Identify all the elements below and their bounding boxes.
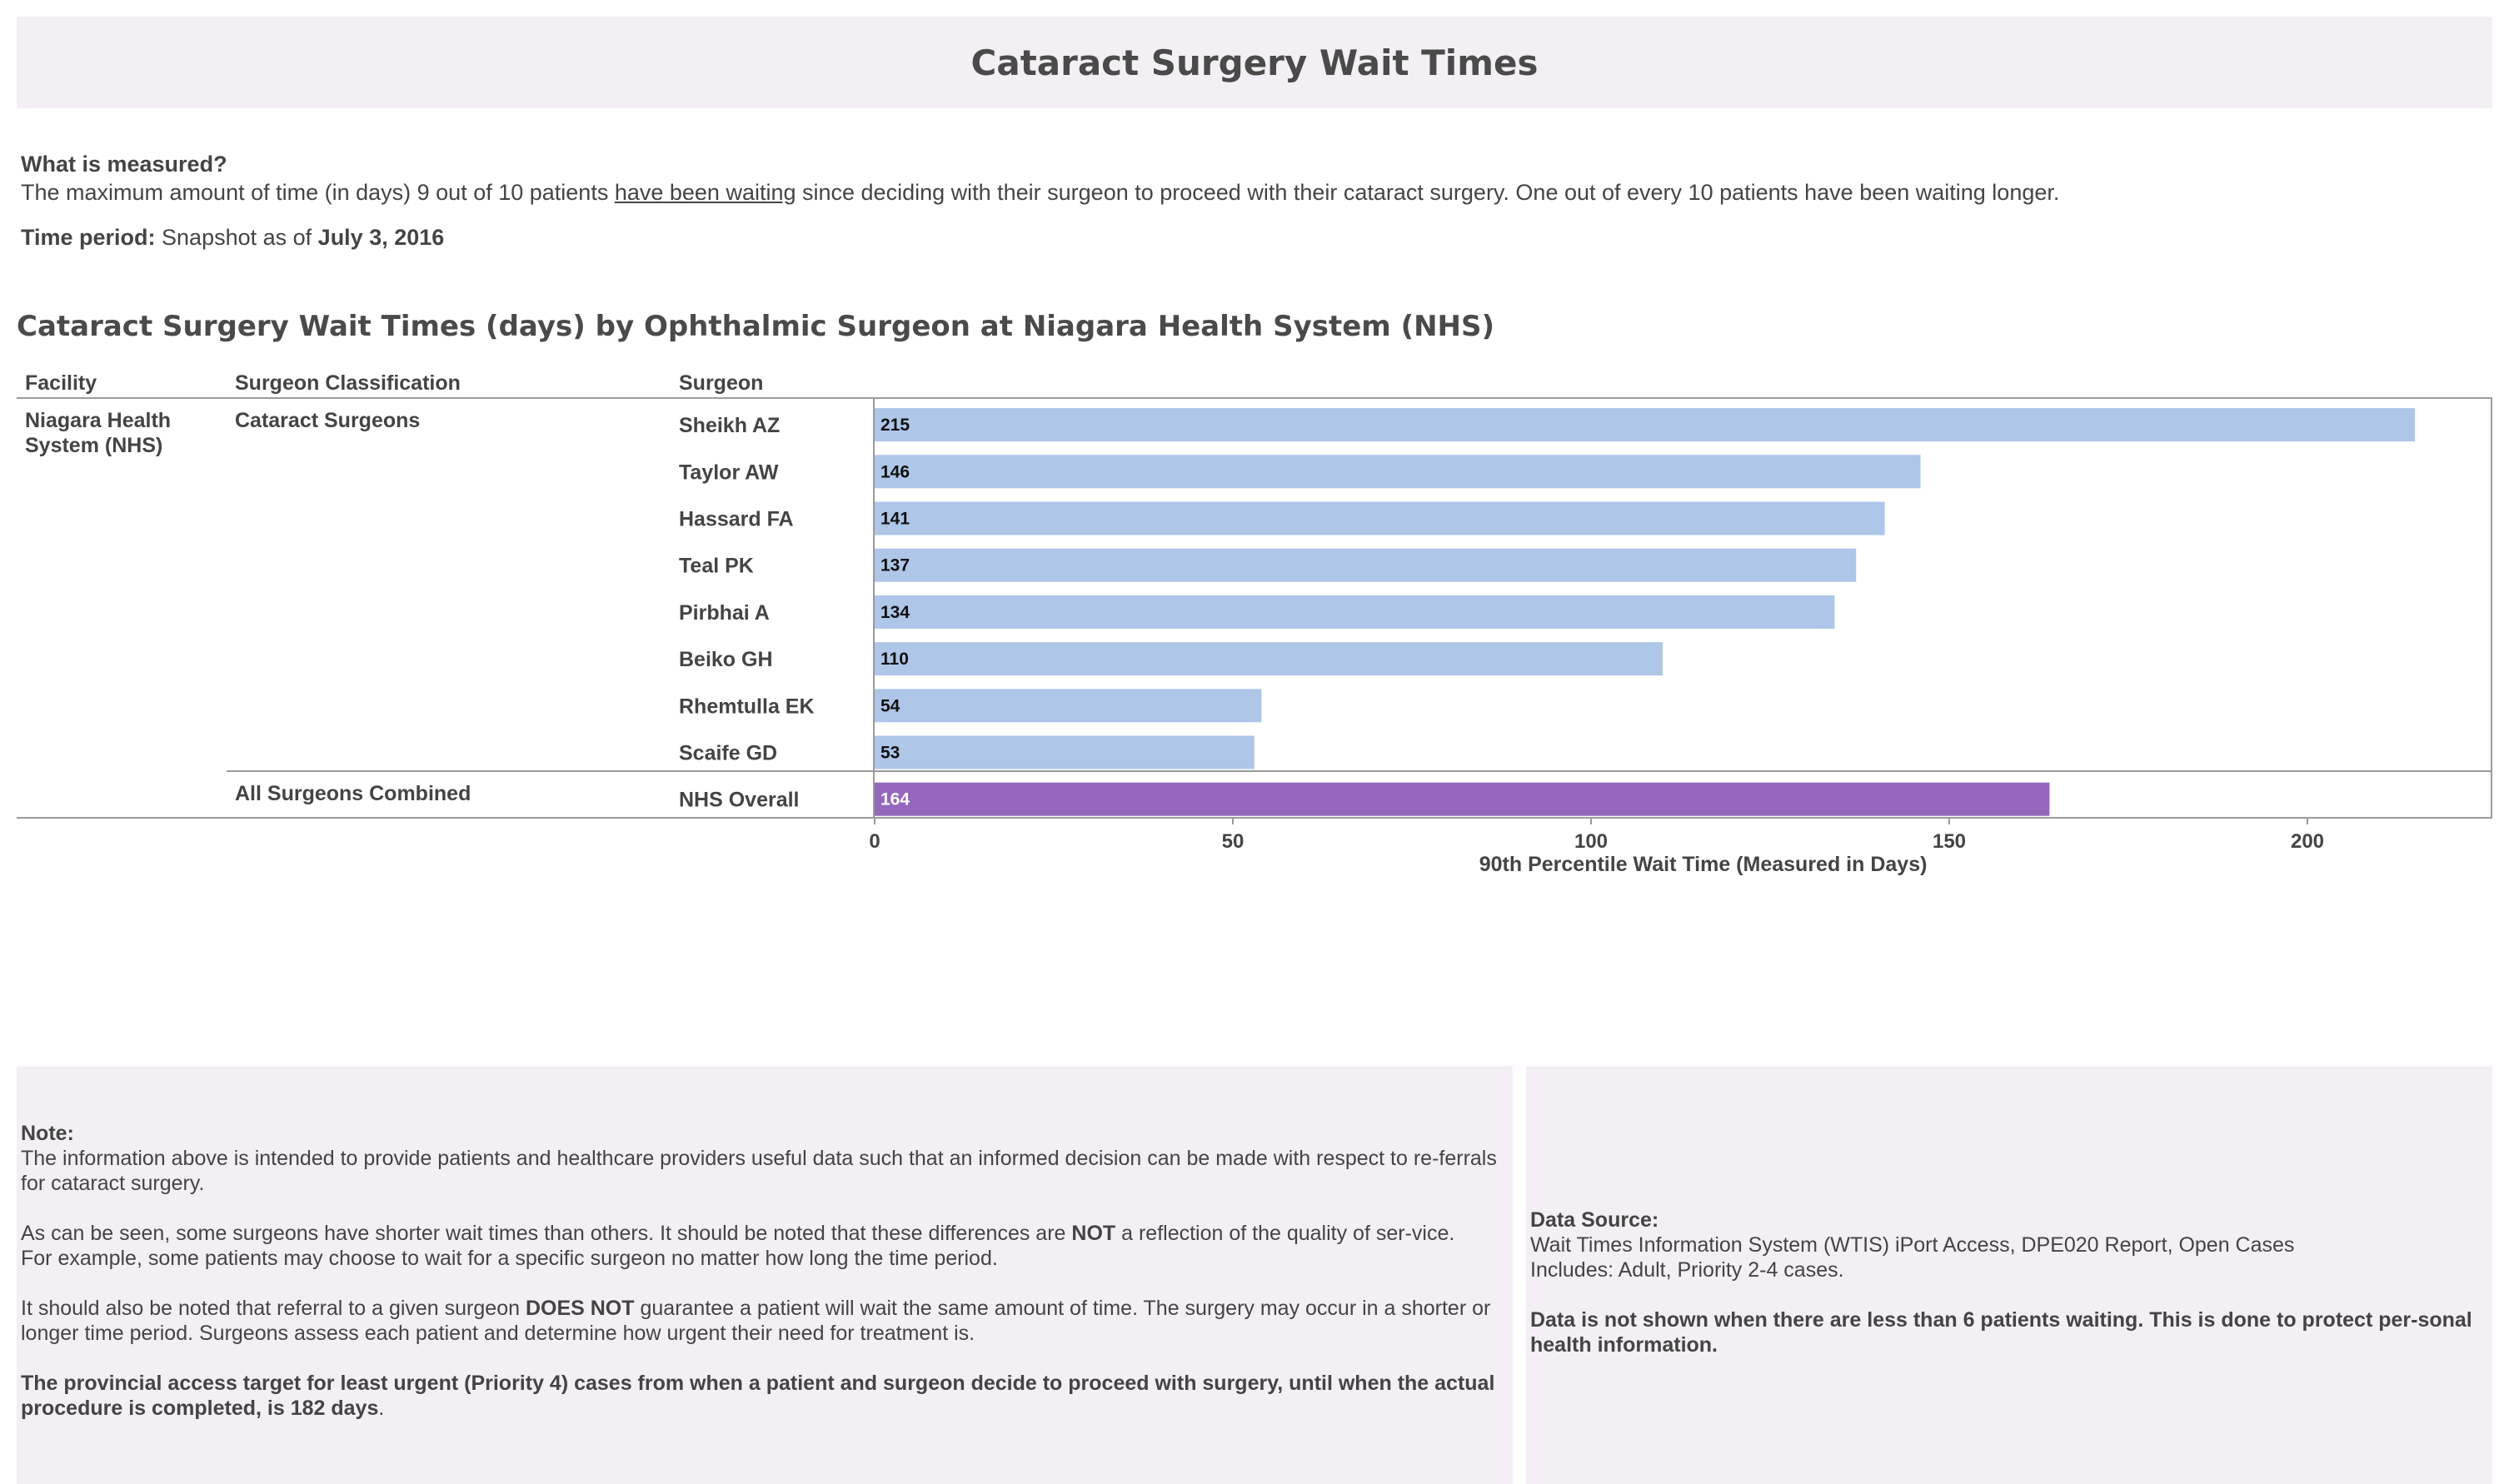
column-header-facility: Facility (25, 371, 97, 395)
bar-hassard-fa (875, 501, 1885, 535)
x-tick-label-0: 0 (869, 830, 880, 853)
note-p3-start: It should also be noted that referral to… (21, 1297, 526, 1320)
table-top-rule (17, 397, 2492, 399)
note-p4-bold: The provincial access target for least u… (21, 1372, 1495, 1420)
bar-rhemtulla-ek (875, 689, 1262, 723)
surgeon-label-sheikh-az: Sheikh AZ (679, 414, 780, 437)
bar-nhs-overall (875, 782, 2050, 816)
bar-chart: Sheikh AZ 215 Taylor AW 146 Hassard FA 141 Tea… (679, 408, 2415, 876)
note-p2-line2: For example, some patients may choose to… (21, 1247, 998, 1270)
data-label-teal-pk: 137 (880, 556, 910, 575)
title-banner: Cataract Surgery Wait Times (17, 17, 2492, 108)
surgeon-label-hassard-fa: Hassard FA (679, 508, 794, 531)
group-cataract-surgeons: Cataract Surgeons (235, 409, 421, 432)
bar-beiko-gh (875, 642, 1663, 676)
note-paragraph-4: The provincial access target for least u… (21, 1371, 1508, 1421)
data-label-hassard-fa: 141 (880, 510, 910, 529)
source-privacy-note: Data is not shown when there are less th… (1530, 1308, 2472, 1357)
note-paragraph-1: The information above is intended to pro… (21, 1147, 1497, 1195)
surgeon-label-nhs-overall: NHS Overall (679, 789, 800, 812)
data-label-taylor-aw: 146 (880, 462, 910, 481)
note-p2-start: As can be seen, some surgeons have short… (21, 1222, 1072, 1245)
data-label-nhs-overall: 164 (880, 790, 910, 809)
note-heading: Note: (21, 1122, 74, 1145)
chart-heading: Cataract Surgery Wait Times (days) by Op… (17, 310, 1495, 343)
surgeon-label-taylor-aw: Taylor AW (679, 461, 779, 484)
data-label-rhemtulla-ek: 54 (880, 696, 900, 715)
data-label-pirbhai-a: 134 (880, 603, 910, 622)
x-tick-label-50: 50 (1222, 830, 1245, 853)
x-axis-title: 90th Percentile Wait Time (Measured in D… (1479, 853, 1928, 876)
chart-axis-line (873, 397, 875, 819)
bar-scaife-gd (875, 735, 1254, 769)
data-label-scaife-gd: 53 (880, 744, 900, 763)
note-p4-end: . (378, 1397, 385, 1420)
x-tick-label-200: 200 (2291, 830, 2324, 853)
table-right-rule (2491, 397, 2492, 819)
source-panel: Data Source: Wait Times Information Syst… (1526, 1066, 2492, 1484)
note-p3-end: guarantee a patient will wait the same a… (21, 1297, 1491, 1345)
surgeon-label-pirbhai-a: Pirbhai A (679, 601, 770, 625)
source-line-1: Wait Times Information System (WTIS) iPo… (1530, 1233, 2295, 1257)
surgeon-label-beiko-gh: Beiko GH (679, 648, 773, 671)
what-measured-text: The maximum amount of time (in days) 9 o… (21, 178, 2487, 207)
time-period-date: July 3, 2016 (317, 225, 445, 250)
note-paragraph-3: It should also be noted that referral to… (21, 1296, 1508, 1346)
note-p3-bold: DOES NOT (525, 1297, 635, 1320)
measure-description: What is measured? The maximum amount of … (21, 150, 2487, 251)
time-period: Time period: Snapshot as of July 3, 2016 (21, 223, 2487, 251)
source-heading: Data Source: (1530, 1208, 1659, 1232)
data-label-sheikh-az: 215 (880, 416, 910, 435)
data-label-beiko-gh: 110 (880, 650, 909, 669)
measured-text-underlined: have been waiting (614, 180, 796, 205)
measured-text-end: since deciding with their surgeon to pro… (796, 180, 2060, 205)
bar-sheikh-az (875, 408, 2415, 442)
group-all-surgeons: All Surgeons Combined (235, 782, 471, 805)
table-bottom-rule (17, 817, 2492, 819)
x-tick-label-150: 150 (1933, 830, 1966, 853)
surgeon-label-teal-pk: Teal PK (679, 555, 754, 578)
bar-pirbhai-a (875, 595, 1835, 629)
time-period-text: Snapshot as of (155, 225, 318, 250)
note-p2-bold: NOT (1071, 1222, 1116, 1245)
group-divider (227, 770, 2492, 772)
time-period-label: Time period: (21, 225, 156, 250)
note-p2-end: a reflection of the quality of ser-vice. (1115, 1222, 1455, 1245)
note-paragraph-2: As can be seen, some surgeons have short… (21, 1221, 1508, 1271)
surgeon-label-scaife-gd: Scaife GD (679, 742, 777, 765)
column-header-classification: Surgeon Classification (235, 371, 461, 395)
surgeon-label-rhemtulla-ek: Rhemtulla EK (679, 695, 815, 718)
bar-taylor-aw (875, 455, 1921, 489)
bar-teal-pk (875, 548, 1857, 582)
facility-name: Niagara Health System (NHS) (25, 409, 172, 457)
source-line-2: Includes: Adult, Priority 2-4 cases. (1530, 1258, 1844, 1282)
column-header-surgeon: Surgeon (679, 371, 764, 395)
measured-text-start: The maximum amount of time (in days) 9 o… (21, 180, 615, 205)
x-tick-label-100: 100 (1574, 830, 1608, 853)
what-measured-heading: What is measured? (21, 152, 227, 177)
page-title: Cataract Surgery Wait Times (970, 42, 1539, 83)
note-panel: Note: The information above is intended … (17, 1066, 1513, 1484)
